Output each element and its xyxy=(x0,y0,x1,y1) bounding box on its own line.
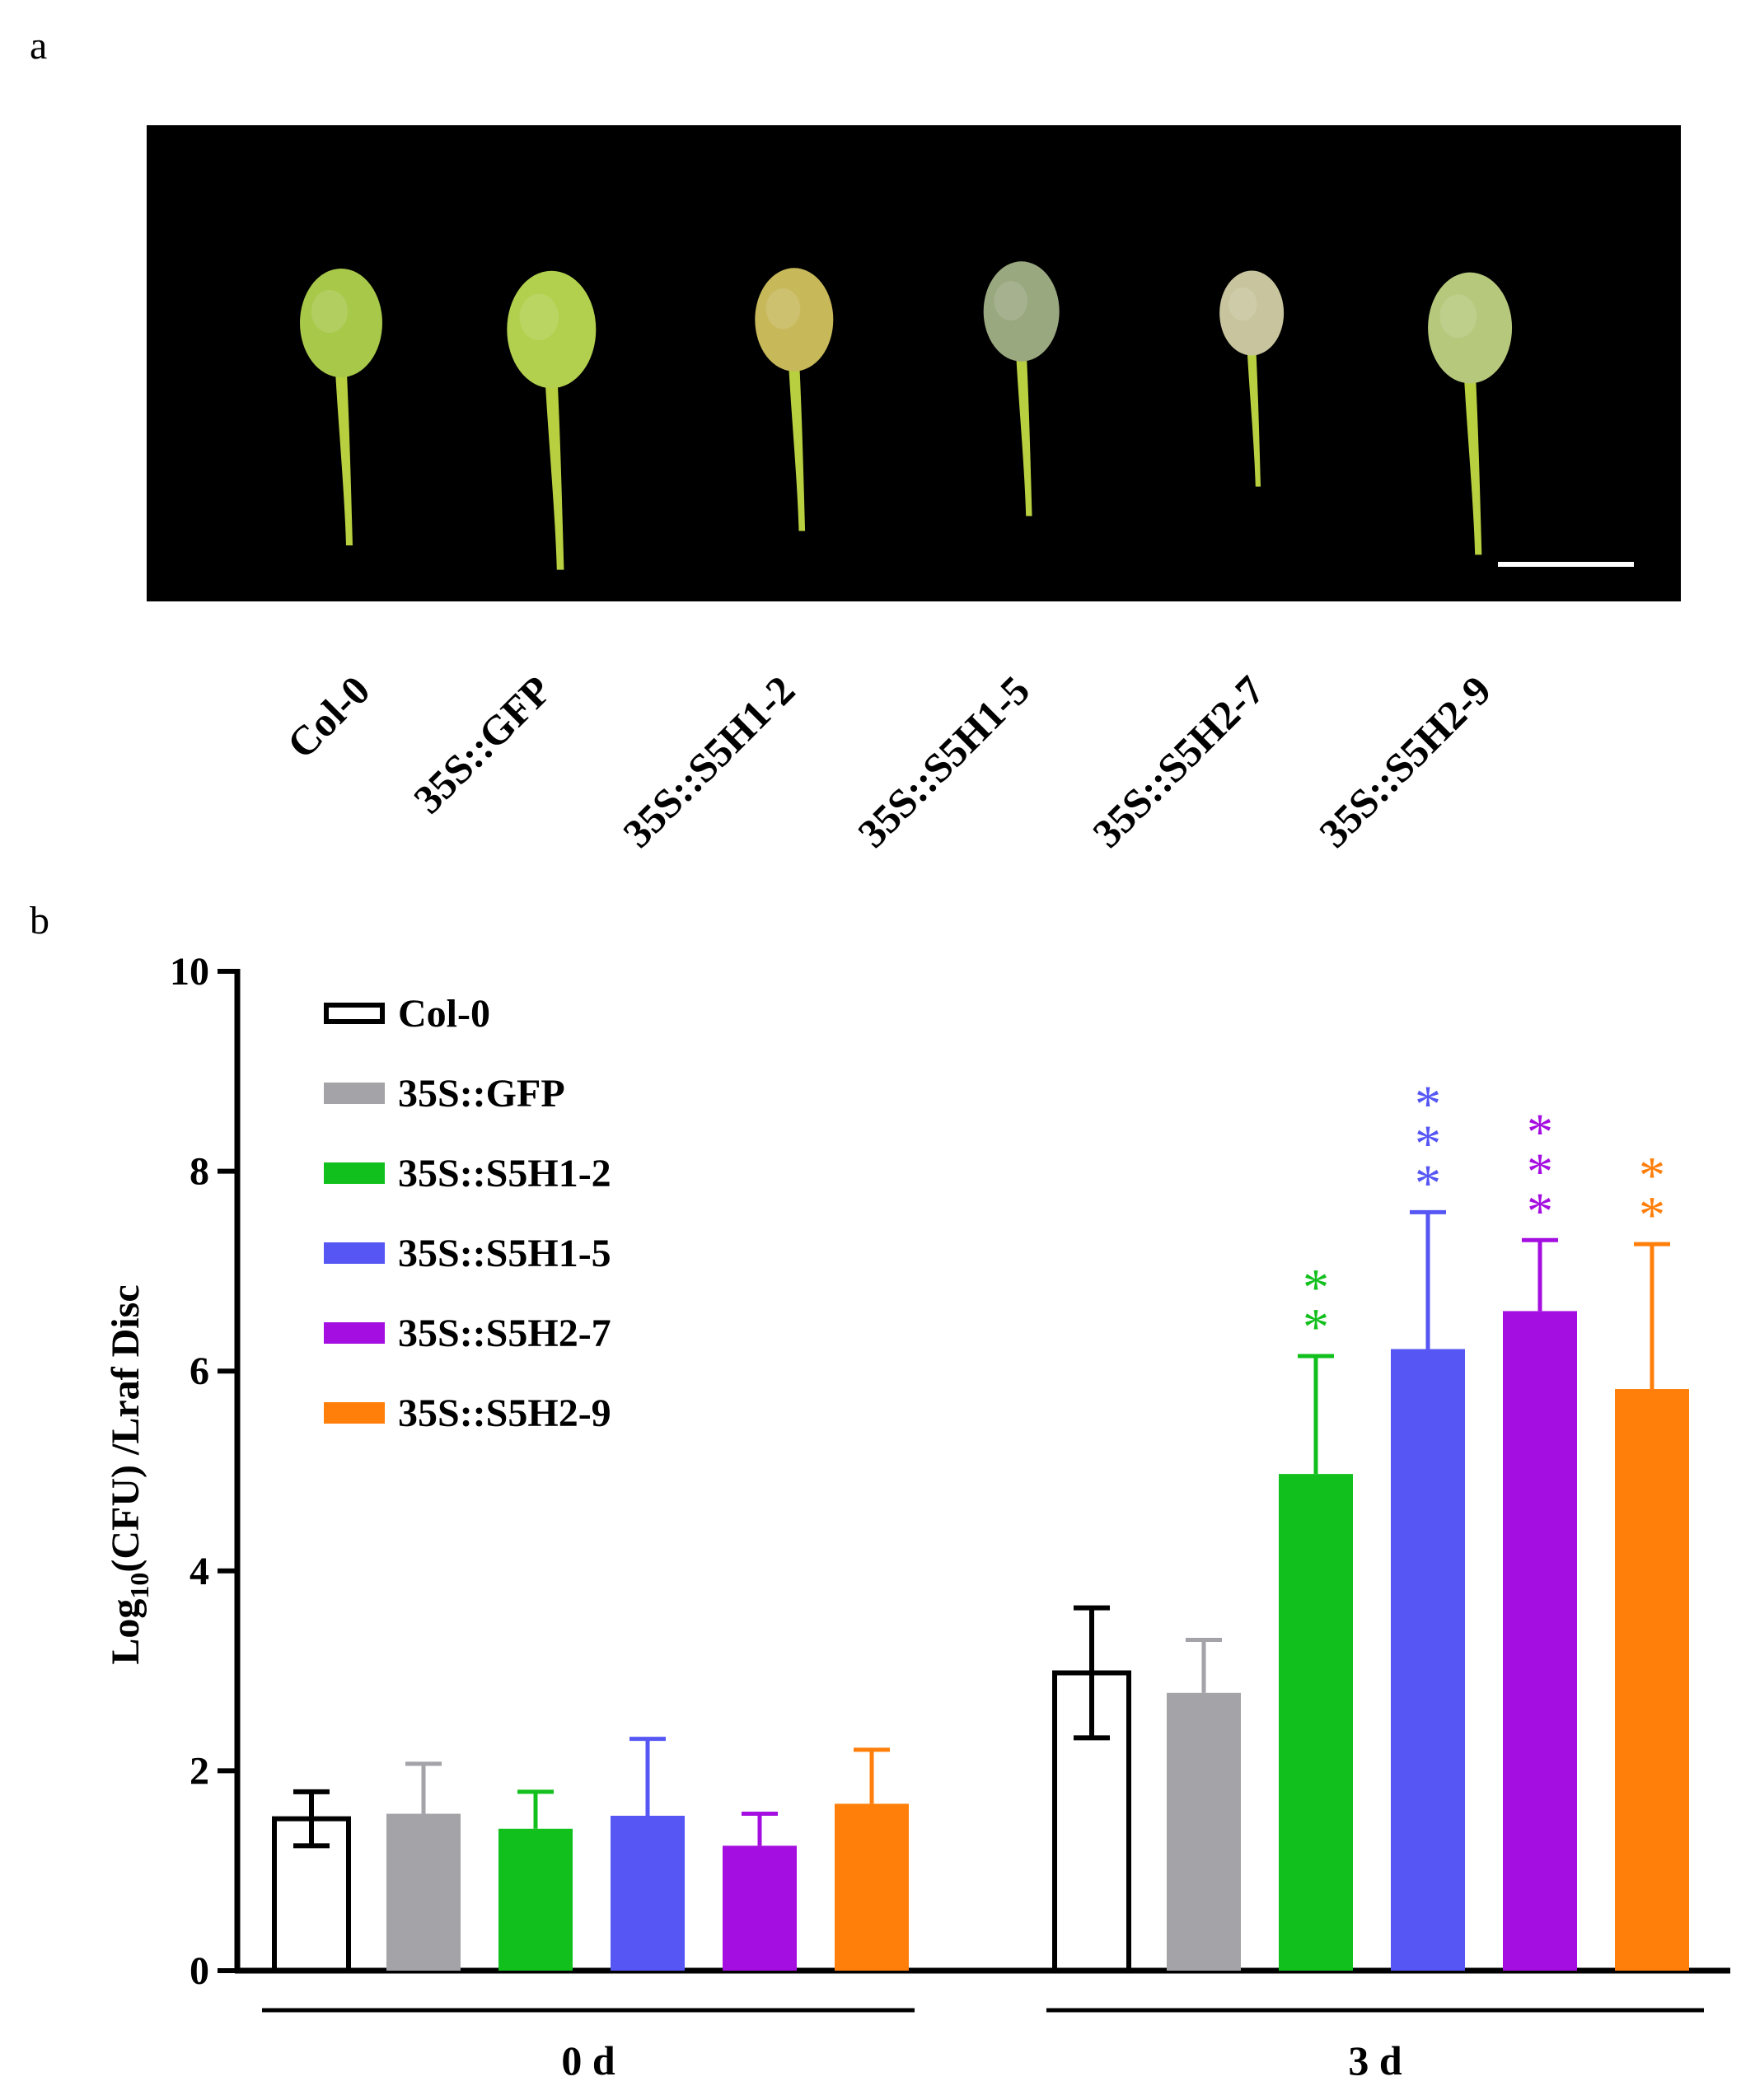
y-label-rest: (CFU) /Lraf Disc xyxy=(104,1284,147,1572)
legend-label: 35S::S5H2-7 xyxy=(398,1312,611,1355)
bar xyxy=(498,1828,573,1971)
significance-star: * xyxy=(1639,1186,1665,1244)
bar xyxy=(611,1815,685,1971)
leaf-5 xyxy=(1219,270,1285,487)
sample-label: Col-0 xyxy=(278,666,379,768)
bar xyxy=(386,1813,461,1971)
significance-star: * xyxy=(1527,1181,1553,1240)
legend-label: 35S::S5H1-5 xyxy=(398,1232,611,1275)
significance-star: * xyxy=(1639,1146,1665,1204)
sample-label: 35S::S5H1-2 xyxy=(613,666,803,857)
legend-swatch xyxy=(324,1162,385,1184)
group-label: 0 d xyxy=(561,2037,615,2084)
sample-label: 35S::GFP xyxy=(404,666,560,823)
legend-swatch xyxy=(324,1003,385,1024)
y-tick-label: 2 xyxy=(190,1749,209,1793)
y-tick-label: 8 xyxy=(190,1150,209,1194)
y-label-main: Log xyxy=(104,1599,147,1665)
significance-star: * xyxy=(1415,1153,1441,1212)
sample-label: 35S::S5H1-5 xyxy=(848,666,1038,857)
y-axis-label: Log10(CFU) /Lraf Disc xyxy=(104,1284,154,1664)
panel-a-label: a xyxy=(30,24,48,68)
y-tick-label: 0 xyxy=(190,1949,209,1993)
legend-swatch xyxy=(324,1242,385,1264)
leaf-photograph xyxy=(147,125,1681,601)
legend-label: 35S::GFP xyxy=(398,1072,565,1115)
bar xyxy=(1615,1389,1689,1971)
significance-star: * xyxy=(1415,1114,1441,1172)
group-label: 3 d xyxy=(1348,2037,1402,2084)
leaf-2 xyxy=(507,270,597,570)
bar xyxy=(835,1803,909,1971)
panel-b-label: b xyxy=(30,899,49,942)
significance-star: * xyxy=(1303,1298,1329,1356)
significance-star: * xyxy=(1527,1142,1553,1200)
leaf-1 xyxy=(300,269,382,545)
significance-star: * xyxy=(1303,1258,1329,1317)
significance-star: * xyxy=(1415,1074,1441,1133)
y-tick-label: 10 xyxy=(170,950,209,994)
y-tick-label: 4 xyxy=(190,1550,209,1593)
leaf-3 xyxy=(755,268,834,531)
legend-label: 35S::S5H2-9 xyxy=(398,1391,611,1435)
leaf-6 xyxy=(1428,272,1513,555)
y-tick-label: 6 xyxy=(190,1349,209,1393)
bar xyxy=(1503,1311,1577,1971)
legend-label: Col-0 xyxy=(398,992,490,1036)
sample-label: 35S::S5H2-7 xyxy=(1083,666,1273,857)
scale-bar xyxy=(1498,562,1634,567)
legend-label: 35S::S5H1-2 xyxy=(398,1152,611,1195)
sample-label: 35S::S5H2-9 xyxy=(1309,666,1500,857)
bar xyxy=(723,1845,797,1971)
bar xyxy=(1279,1474,1353,1971)
legend-swatch xyxy=(324,1083,385,1104)
significance-star: * xyxy=(1527,1102,1553,1161)
y-label-sub: 10 xyxy=(124,1573,154,1599)
bar xyxy=(1167,1692,1241,1971)
legend-swatch xyxy=(324,1322,385,1344)
bar xyxy=(1391,1349,1465,1971)
legend-swatch xyxy=(324,1402,385,1424)
leaf-4 xyxy=(983,261,1060,517)
